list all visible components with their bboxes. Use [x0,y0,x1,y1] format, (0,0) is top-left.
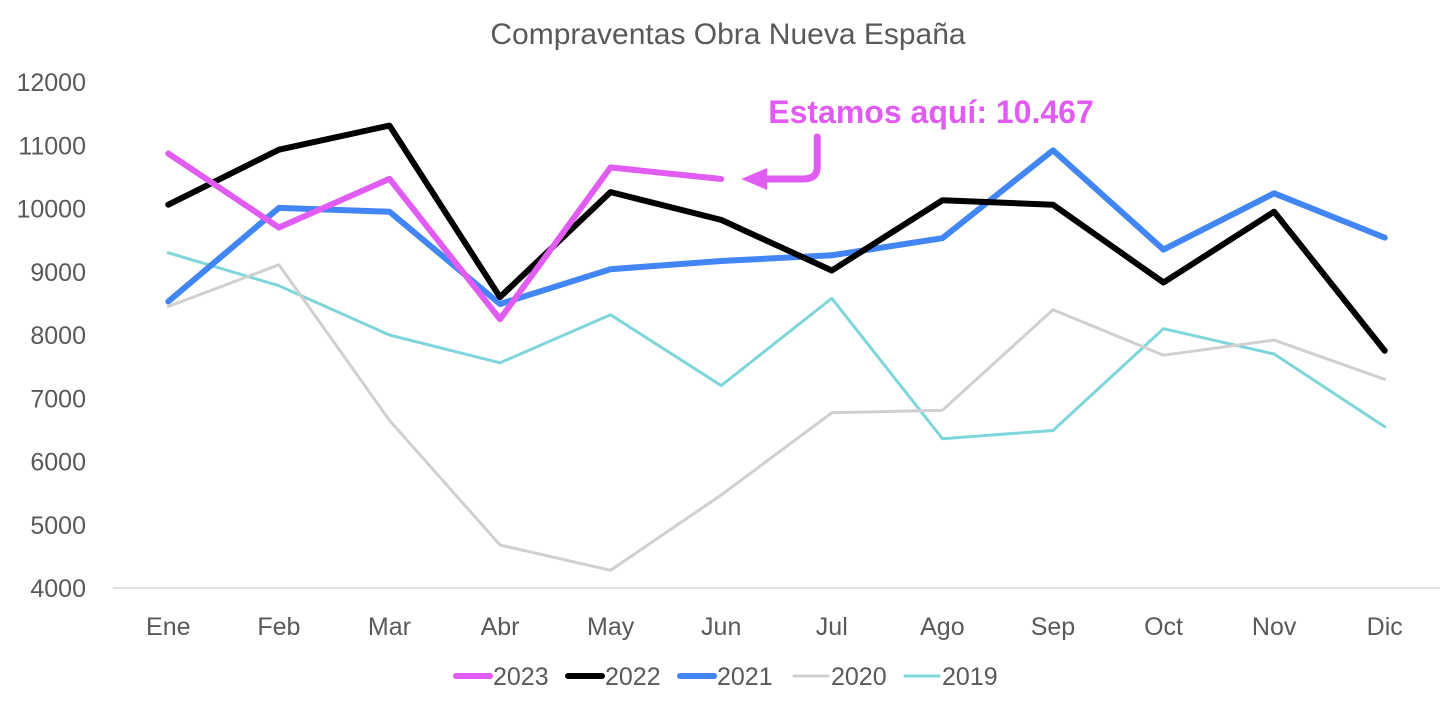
x-tick-label: Jul [816,613,848,641]
x-tick-label: Ago [920,613,964,641]
x-tick-label: Oct [1144,613,1183,641]
y-tick-label: 6000 [30,449,86,477]
x-tick-label: Nov [1252,613,1297,641]
annotation-arrow [759,133,821,183]
legend: 2023 2022 2021 2020 2019 [453,663,998,691]
annotation: Estamos aquí: 10.467 [741,94,1094,190]
x-tick-label: Ene [146,613,190,641]
y-tick-label: 5000 [30,512,86,540]
legend-label-2020: 2020 [831,663,887,691]
y-axis-ticks: 12000 11000 10000 9000 8000 7000 6000 5000 4000 [16,69,86,603]
series-lines [165,122,1388,572]
series-line-2020 [166,263,1387,572]
y-tick-label: 10000 [16,196,86,224]
y-tick-label: 7000 [30,385,86,413]
annotation-label: Estamos aquí: 10.467 [768,94,1093,130]
legend-label-2023: 2023 [493,663,549,691]
series-line-2022 [165,122,1388,354]
legend-label-2019: 2019 [942,663,998,691]
legend-label-2022: 2022 [605,663,661,691]
x-tick-label: Feb [257,613,300,641]
series-line-2019 [166,251,1387,441]
x-tick-label: Jun [701,613,741,641]
x-tick-label: Sep [1031,613,1075,641]
y-tick-label: 12000 [16,69,86,97]
x-tick-label: Abr [481,613,520,641]
chart-title: Compraventas Obra Nueva España [490,18,966,51]
y-tick-label: 11000 [18,132,86,160]
x-axis-ticks: Ene Feb Mar Abr May Jun Jul Ago Sep Oct Nov Dic [146,613,1403,641]
x-tick-label: May [587,613,635,641]
series-line-2023 [165,150,725,323]
y-tick-label: 4000 [30,575,86,603]
y-tick-label: 8000 [30,322,86,350]
legend-label-2021: 2021 [717,663,773,691]
x-tick-label: Mar [368,613,411,641]
y-tick-label: 9000 [30,259,86,287]
series-line-2021 [165,147,1388,307]
x-tick-label: Dic [1367,613,1403,641]
annotation-arrow-head [741,167,768,190]
